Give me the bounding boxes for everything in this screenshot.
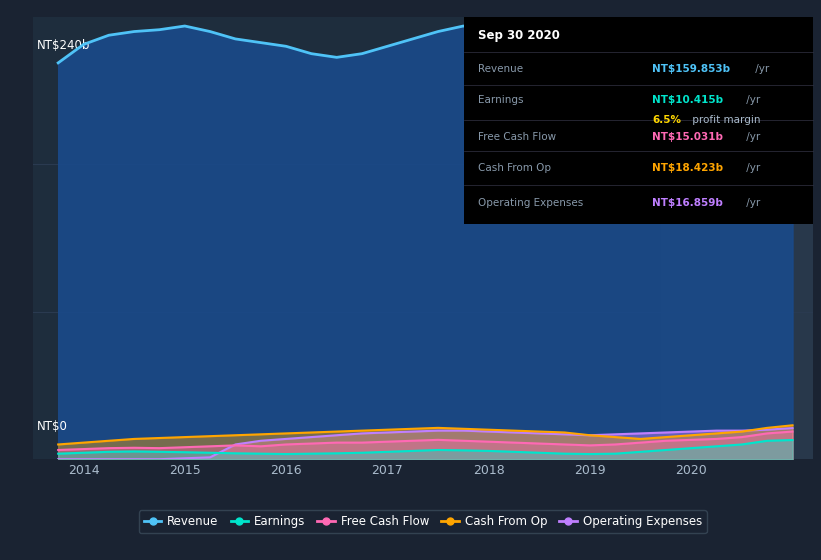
Text: 6.5%: 6.5% [653, 115, 681, 125]
Text: NT$15.031b: NT$15.031b [653, 132, 723, 142]
Text: NT$240b: NT$240b [37, 39, 90, 52]
Text: /yr: /yr [743, 198, 760, 208]
Text: /yr: /yr [743, 163, 760, 173]
Text: NT$10.415b: NT$10.415b [653, 95, 723, 105]
Text: profit margin: profit margin [689, 115, 760, 125]
Text: NT$159.853b: NT$159.853b [653, 64, 731, 73]
Bar [661, 17, 813, 459]
Text: /yr: /yr [752, 64, 769, 73]
Text: Cash From Op: Cash From Op [478, 163, 551, 173]
Text: Sep 30 2020: Sep 30 2020 [478, 29, 560, 42]
Text: Revenue: Revenue [478, 64, 523, 73]
Text: /yr: /yr [743, 132, 760, 142]
Text: /yr: /yr [743, 95, 760, 105]
Text: Earnings: Earnings [478, 95, 523, 105]
Text: NT$0: NT$0 [37, 419, 67, 433]
Text: Free Cash Flow: Free Cash Flow [478, 132, 556, 142]
Legend: Revenue, Earnings, Free Cash Flow, Cash From Op, Operating Expenses: Revenue, Earnings, Free Cash Flow, Cash … [139, 511, 707, 533]
Text: NT$16.859b: NT$16.859b [653, 198, 723, 208]
Text: Operating Expenses: Operating Expenses [478, 198, 583, 208]
Text: NT$18.423b: NT$18.423b [653, 163, 723, 173]
